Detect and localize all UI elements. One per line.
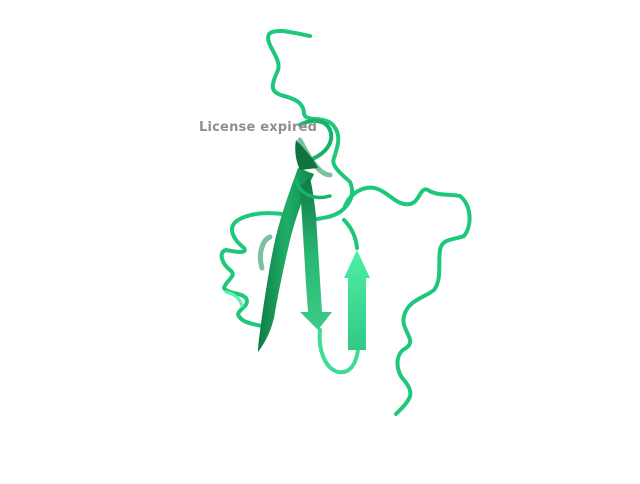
- beta-strand-2: [300, 178, 332, 330]
- license-watermark: License expired: [199, 120, 318, 135]
- coil-left-highlight: [224, 290, 244, 308]
- beta-strand-1: [258, 168, 314, 352]
- coil-strand3-top: [342, 218, 359, 250]
- coil-left: [219, 211, 292, 328]
- coil-sheet-top: [294, 178, 332, 200]
- coil-right-loop: [343, 185, 472, 416]
- beta-strand-3: [344, 250, 370, 350]
- coil-bottom-turn: [317, 328, 360, 375]
- beta-strand-1-twist: [295, 140, 318, 170]
